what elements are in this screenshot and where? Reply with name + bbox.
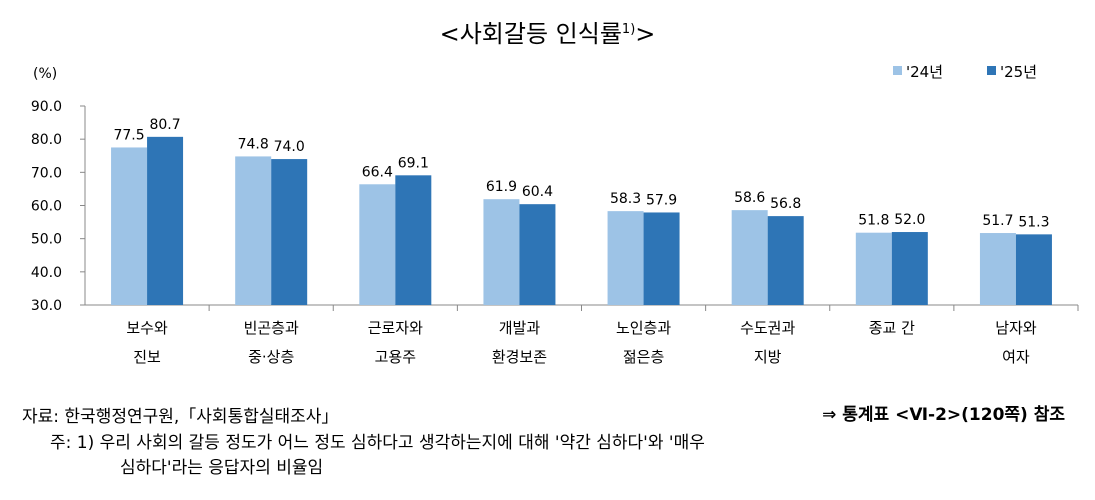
legend-label: '24년 <box>906 63 943 81</box>
x-tick-label: 노인층과 <box>616 319 671 337</box>
bar <box>147 136 184 305</box>
x-tick-label: 환경보존 <box>492 348 547 366</box>
bar <box>643 212 680 305</box>
source-note: 자료: 한국행정연구원,「사회통합실태조사」 <box>22 407 339 427</box>
data-label: 61.9 <box>486 179 517 195</box>
data-label: 60.4 <box>522 184 553 200</box>
legend-swatch <box>987 66 996 75</box>
data-label: 51.3 <box>1018 214 1049 230</box>
x-tick-label: 빈곤층과 <box>244 319 299 337</box>
bar <box>891 232 928 305</box>
bar <box>731 210 768 305</box>
data-label: 58.6 <box>734 190 765 206</box>
bar <box>483 199 520 305</box>
x-tick-label: 중·상층 <box>248 348 294 366</box>
bar <box>767 216 804 305</box>
bar-chart: (%) 30.0 40.0 50.0 60.0 70.0 80.0 90.0 77.5 80.7 보… <box>31 63 1079 366</box>
data-label: 74.0 <box>274 139 305 155</box>
y-tick-label: 90.0 <box>31 99 62 115</box>
footnote-cont: 심하다'라는 응답자의 비율임 <box>120 458 324 478</box>
x-tick-label: 지방 <box>754 348 782 366</box>
x-tick-label: 여자 <box>1002 348 1030 366</box>
data-label: 80.7 <box>149 117 180 133</box>
x-tick-label: 남자와 <box>995 319 1037 337</box>
bar <box>1015 234 1052 305</box>
x-tick-label: 젊은층 <box>623 348 664 366</box>
footnote: 주: 1) 우리 사회의 갈등 정도가 어느 정도 심하다고 생각하는지에 대해… <box>50 433 705 453</box>
x-tick-label: 근로자와 <box>368 319 423 337</box>
data-label: 57.9 <box>646 192 677 208</box>
data-label: 66.4 <box>362 164 393 180</box>
chart-title: <사회갈등 인식률1)> <box>439 20 656 48</box>
x-tick-label: 개발과 <box>499 319 541 337</box>
data-label: 69.1 <box>398 155 429 171</box>
data-label: 74.8 <box>238 136 269 152</box>
x-tick-label: 수도권과 <box>740 319 795 337</box>
y-tick-label: 70.0 <box>31 165 62 181</box>
bar <box>271 159 308 305</box>
data-label: 51.7 <box>982 213 1013 229</box>
x-tick-label: 보수와 <box>126 319 168 337</box>
x-tick-label: 고용주 <box>375 348 416 366</box>
bar <box>607 211 644 305</box>
y-tick-label: 50.0 <box>31 232 62 248</box>
bar <box>235 156 272 305</box>
data-label: 77.5 <box>113 127 144 143</box>
y-tick-label: 40.0 <box>31 265 62 281</box>
bar <box>519 204 556 305</box>
data-label: 58.3 <box>610 191 641 207</box>
data-label: 52.0 <box>894 212 925 228</box>
y-tick-label: 30.0 <box>31 298 62 314</box>
data-label: 51.8 <box>858 213 889 229</box>
bar <box>111 147 148 305</box>
bar <box>855 232 892 305</box>
x-tick-label: 진보 <box>133 348 161 366</box>
x-tick-label: 종교 간 <box>869 319 915 337</box>
legend-swatch <box>893 66 902 75</box>
y-tick-label: 60.0 <box>31 199 62 215</box>
y-tick-label: 80.0 <box>31 132 62 148</box>
bar <box>979 233 1016 305</box>
reference-note: ⇒ 통계표 <Ⅵ-2>(120쪽) 참조 <box>822 405 1065 425</box>
bar <box>359 184 396 305</box>
data-label: 56.8 <box>770 196 801 212</box>
bar <box>395 175 432 305</box>
y-axis-label: (%) <box>33 66 57 82</box>
legend-label: '25년 <box>1000 63 1037 81</box>
